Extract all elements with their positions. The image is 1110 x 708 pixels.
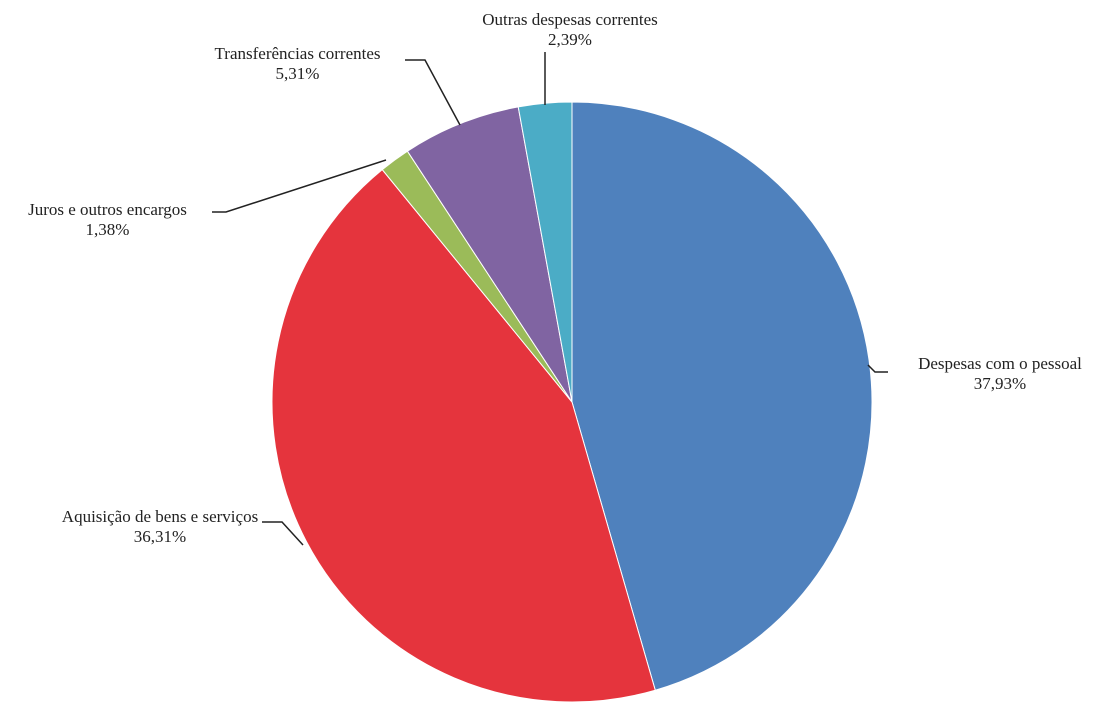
pie-slice <box>271 168 656 703</box>
category-label: Aquisição de bens e serviços <box>61 507 259 526</box>
slice-label: Juros e outros encargos 1,38% <box>0 200 215 240</box>
leader-line <box>262 521 304 546</box>
slice-label: Outras despesas correntes 2,39% <box>445 10 695 50</box>
value-label: 36,31% <box>133 527 187 546</box>
category-label: Juros e outros encargos <box>28 200 187 219</box>
leaders <box>212 52 888 546</box>
leader-line <box>212 159 387 213</box>
slices <box>271 101 873 703</box>
slice-label: Aquisição de bens e serviços 36,31% <box>60 507 260 547</box>
value-label: 1,38% <box>85 220 130 239</box>
pie-slice <box>406 106 573 403</box>
category-label: Transferências correntes <box>214 44 381 63</box>
category-label: Despesas com o pessoal <box>918 354 1082 373</box>
leader-line <box>867 364 888 373</box>
value-label: 5,31% <box>275 64 320 83</box>
slice-label: Despesas com o pessoal 37,93% <box>890 354 1110 394</box>
slice-label: Transferências correntes 5,31% <box>185 44 410 84</box>
category-label: Outras despesas correntes <box>482 10 658 29</box>
pie-slice <box>571 101 873 691</box>
value-label: 2,39% <box>548 30 592 49</box>
value-label: 37,93% <box>973 374 1027 393</box>
leader-line <box>405 59 461 126</box>
